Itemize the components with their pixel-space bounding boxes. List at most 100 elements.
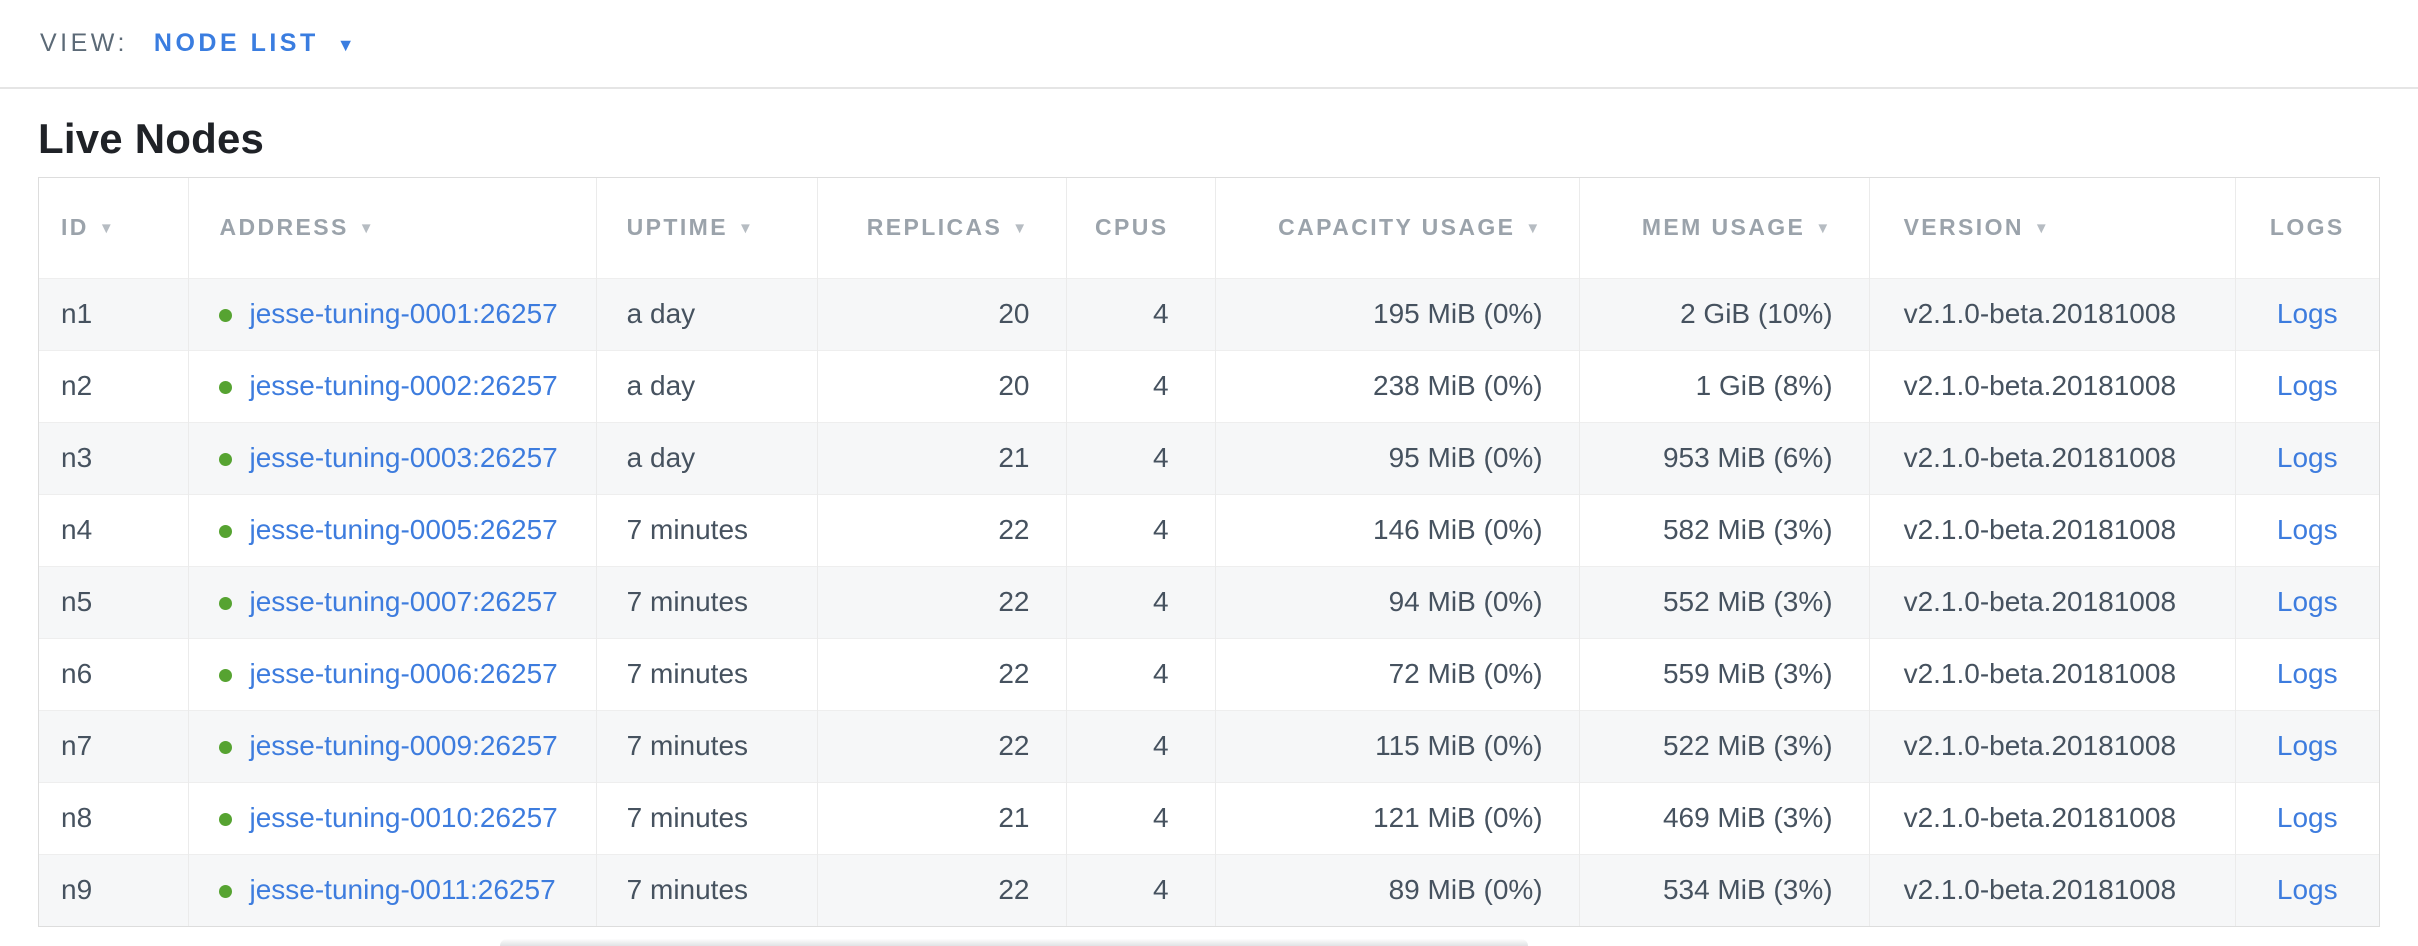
cell-uptime: a day (595, 349, 818, 422)
cell-value: 72 MiB (0%) (1388, 658, 1543, 689)
node-live-status-icon (219, 381, 233, 394)
column-header-cpus: CPUS (1065, 178, 1216, 278)
cell-version: v2.1.0-beta.20181008 (1868, 493, 2236, 566)
cell-value: v2.1.0-beta.20181008 (1903, 874, 2177, 906)
cell-value: v2.1.0-beta.20181008 (1903, 586, 2177, 617)
table-row: n1 jesse-tuning-0001:26257 a day 20 4 195 MiB… (39, 277, 2379, 350)
cell-value: 582 MiB (3%) (1662, 514, 1833, 545)
logs-link[interactable]: Logs (2276, 586, 2338, 617)
logs-link[interactable]: Logs (2276, 802, 2338, 833)
cell-cpus: 4 (1065, 421, 1216, 494)
cell-replicas: 22 (816, 637, 1066, 710)
cell-version: v2.1.0-beta.20181008 (1868, 421, 2236, 494)
column-header-uptime[interactable]: UPTIME ▼ (595, 178, 818, 278)
cell-value: n2 (61, 370, 93, 401)
column-header-replicas[interactable]: REPLICAS ▼ (816, 178, 1066, 278)
address-link[interactable]: jesse-tuning-0001:26257 (249, 298, 558, 329)
cell-value: 4 (1152, 514, 1169, 545)
cell-id: n4 (39, 493, 189, 566)
address-link[interactable]: jesse-tuning-0007:26257 (249, 586, 558, 617)
column-header-label: ADDRESS (219, 214, 349, 241)
column-header-label: VERSION (1903, 214, 2024, 241)
sort-caret-icon: ▼ (98, 220, 117, 238)
cell-replicas: 22 (816, 565, 1066, 638)
cell-capacity_usage: 146 MiB (0%) (1214, 493, 1580, 566)
address-link[interactable]: jesse-tuning-0002:26257 (249, 370, 558, 401)
column-header-id[interactable]: ID ▼ (39, 178, 189, 278)
cell-value: 20 (998, 370, 1030, 401)
column-header-label: ID (61, 214, 89, 241)
address-link[interactable]: jesse-tuning-0011:26257 (249, 874, 556, 906)
cell-value: n7 (61, 730, 93, 761)
sort-caret-icon: ▼ (737, 220, 756, 238)
live-nodes-table: ID ▼ ADDRESS ▼ UPTIME ▼ REPLICAS ▼ CPUS CAPACITY … (39, 178, 2379, 926)
node-live-status-icon (219, 885, 233, 899)
column-header-label: REPLICAS (866, 214, 1003, 241)
cell-version: v2.1.0-beta.20181008 (1868, 637, 2236, 710)
cell-mem_usage: 582 MiB (3%) (1578, 493, 1870, 566)
address-link[interactable]: jesse-tuning-0010:26257 (249, 802, 558, 833)
view-selector-dropdown[interactable]: NODE LIST ▼ (154, 29, 355, 58)
logs-link[interactable]: Logs (2276, 658, 2338, 689)
column-header-mem_usage[interactable]: MEM USAGE ▼ (1578, 178, 1870, 278)
cell-value: n6 (61, 658, 93, 689)
cell-value: 95 MiB (0%) (1388, 442, 1543, 473)
column-header-label: UPTIME (626, 214, 728, 241)
cell-value: 146 MiB (0%) (1373, 514, 1543, 545)
cell-address: jesse-tuning-0005:26257 (188, 493, 597, 566)
cell-logs: Logs (2234, 277, 2379, 350)
table-header-row: ID ▼ ADDRESS ▼ UPTIME ▼ REPLICAS ▼ CPUS CAPACITY … (39, 178, 2379, 278)
logs-link[interactable]: Logs (2276, 730, 2338, 761)
cell-value: a day (626, 370, 696, 401)
cell-value: 22 (998, 658, 1030, 689)
cell-value: a day (626, 298, 696, 329)
cell-value: 1 GiB (8%) (1695, 370, 1833, 401)
logs-link[interactable]: Logs (2276, 874, 2338, 906)
address-link[interactable]: jesse-tuning-0006:26257 (249, 658, 558, 689)
cell-capacity_usage: 95 MiB (0%) (1214, 421, 1580, 494)
cell-uptime: 7 minutes (595, 781, 818, 854)
chevron-down-icon: ▼ (336, 34, 355, 55)
address-link[interactable]: jesse-tuning-0005:26257 (249, 514, 558, 545)
logs-link[interactable]: Logs (2276, 298, 2338, 329)
cell-address: jesse-tuning-0007:26257 (188, 565, 597, 638)
sort-caret-icon: ▼ (1012, 220, 1030, 238)
cell-id: n9 (39, 853, 189, 926)
column-header-capacity_usage[interactable]: CAPACITY USAGE ▼ (1214, 178, 1580, 278)
address-link[interactable]: jesse-tuning-0003:26257 (249, 442, 558, 473)
cell-value: 4 (1152, 442, 1169, 473)
view-selected-value: NODE LIST (153, 29, 319, 57)
column-header-label: MEM USAGE (1641, 214, 1806, 241)
cell-id: n1 (39, 277, 189, 350)
sort-caret-icon: ▼ (2033, 220, 2052, 238)
cell-mem_usage: 534 MiB (3%) (1578, 853, 1870, 926)
cell-uptime: a day (595, 421, 818, 494)
cell-id: n8 (39, 781, 189, 854)
cell-value: 4 (1152, 658, 1169, 689)
logs-link[interactable]: Logs (2276, 370, 2338, 401)
logs-link[interactable]: Logs (2276, 514, 2338, 545)
main-content: Live Nodes ID ▼ ADDRESS ▼ UPTIME ▼ REPLICAS ▼ CP… (0, 115, 2418, 927)
sort-caret-icon: ▼ (1815, 220, 1833, 238)
sort-caret-icon: ▼ (358, 220, 376, 238)
cell-id: n2 (39, 349, 189, 422)
table-row: n5 jesse-tuning-0007:26257 7 minutes 22 4 94 … (39, 565, 2379, 638)
column-header-version[interactable]: VERSION ▼ (1868, 178, 2236, 278)
node-live-status-icon (219, 813, 233, 826)
cell-logs: Logs (2234, 421, 2379, 494)
cell-value: 469 MiB (3%) (1662, 802, 1833, 833)
cell-mem_usage: 1 GiB (8%) (1578, 349, 1870, 422)
cell-value: 4 (1152, 370, 1169, 401)
logs-link[interactable]: Logs (2276, 442, 2338, 473)
cell-address: jesse-tuning-0002:26257 (188, 349, 597, 422)
column-header-label: LOGS (2269, 214, 2345, 241)
cell-capacity_usage: 94 MiB (0%) (1214, 565, 1580, 638)
cell-value: v2.1.0-beta.20181008 (1903, 442, 2177, 473)
cell-value: 94 MiB (0%) (1388, 586, 1543, 617)
column-header-address[interactable]: ADDRESS ▼ (188, 178, 597, 278)
address-link[interactable]: jesse-tuning-0009:26257 (249, 730, 558, 761)
cell-address: jesse-tuning-0011:26257 (188, 853, 597, 926)
cell-value: 20 (998, 298, 1030, 329)
cell-value: 4 (1152, 730, 1169, 761)
cell-replicas: 21 (816, 421, 1066, 494)
